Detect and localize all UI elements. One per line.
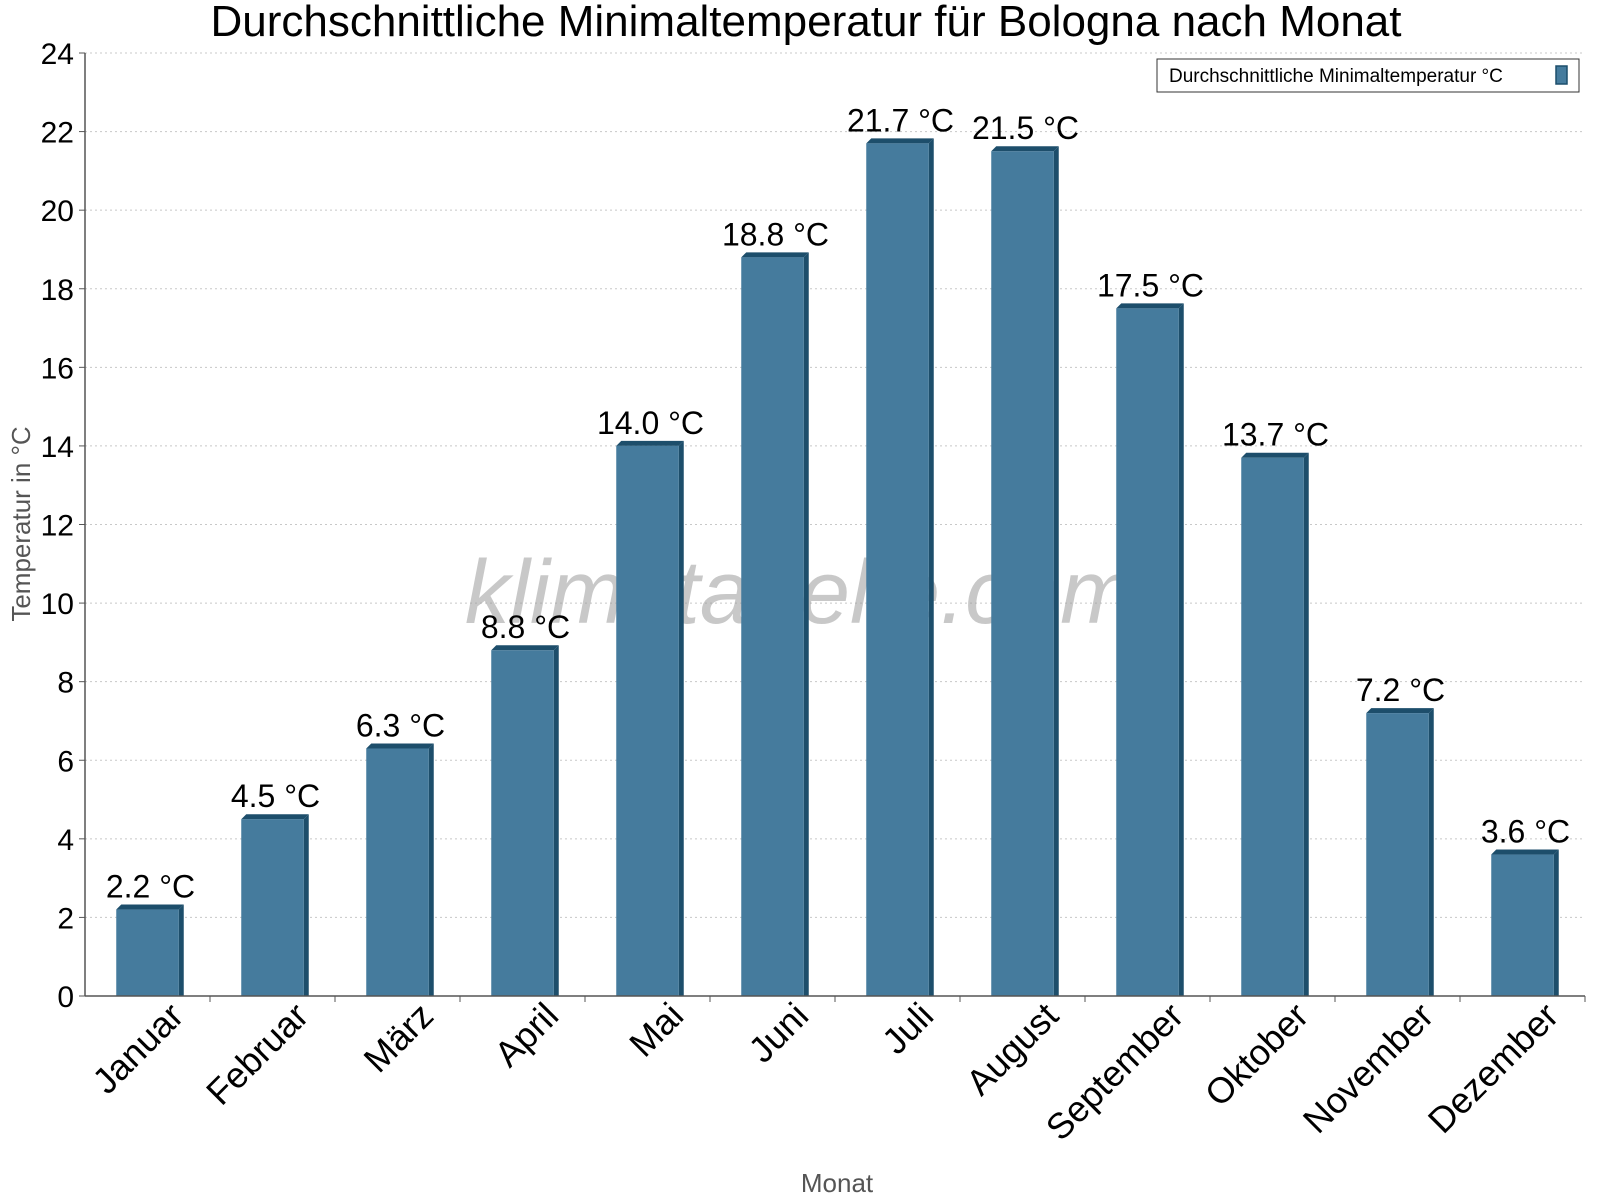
legend: Durchschnittliche Minimaltemperatur °C (1156, 58, 1580, 93)
bar-top (741, 252, 809, 258)
x-tick-label: Mai (621, 995, 691, 1065)
bar-side (1178, 303, 1184, 996)
data-label: 3.6 °C (1481, 814, 1570, 850)
y-tick-label: 12 (41, 510, 74, 543)
bar (866, 143, 929, 996)
data-label: 17.5 °C (1097, 267, 1204, 303)
bar-märz (366, 743, 434, 996)
bar-mai (616, 440, 684, 997)
bar-oktober (1241, 452, 1309, 996)
y-tick-label: 2 (57, 902, 74, 935)
bar-top (366, 743, 434, 749)
bar-dezember (1491, 849, 1559, 996)
legend-label: Durchschnittliche Minimaltemperatur °C (1169, 66, 1503, 87)
y-tick-label: 20 (41, 195, 74, 228)
y-tick-label: 22 (41, 117, 74, 150)
data-label: 14.0 °C (597, 405, 704, 441)
bar-side (678, 440, 684, 997)
y-tick-label: 24 (41, 38, 74, 71)
y-tick-label: 10 (41, 588, 74, 621)
bar (741, 257, 804, 997)
bar-top (491, 645, 559, 651)
bar-februar (241, 814, 309, 996)
bar (116, 909, 179, 996)
x-axis-title: Monat (801, 1168, 874, 1198)
bar (491, 650, 554, 996)
data-label: 6.3 °C (356, 707, 445, 743)
y-tick-label: 16 (41, 352, 74, 385)
y-axis-title: Temperatur in °C (6, 426, 36, 621)
data-label: 7.2 °C (1356, 672, 1445, 708)
data-label: 13.7 °C (1222, 417, 1329, 453)
bar-top (991, 146, 1059, 152)
bar (1366, 713, 1429, 996)
bar-november (1366, 708, 1434, 996)
y-tick-label: 18 (41, 274, 74, 307)
bar-juni (741, 252, 809, 997)
bar-juli (866, 138, 934, 996)
axes (84, 53, 1586, 1002)
bar (616, 445, 679, 997)
x-tick-label: September (1038, 995, 1192, 1149)
bar-top (616, 440, 684, 446)
y-tick-label: 14 (41, 431, 74, 464)
x-tick-label: Oktober (1197, 995, 1317, 1115)
chart-title: Durchschnittliche Minimaltemperatur für … (210, 0, 1401, 46)
data-label: 18.8 °C (722, 216, 829, 252)
bar-top (1491, 849, 1559, 855)
x-tick-label: Februar (198, 995, 316, 1113)
bar (1241, 457, 1304, 996)
bar (366, 748, 429, 996)
x-tick-label: April (486, 995, 566, 1075)
bar-side (428, 743, 434, 996)
x-tick-labels: Januar Februar März April Mai Juni Juli AugustS… (84, 995, 1566, 1149)
bar-side (1303, 452, 1309, 996)
x-tick-label: November (1295, 995, 1441, 1141)
bar-top (1241, 452, 1309, 458)
legend-box (1156, 58, 1580, 93)
data-label: 2.2 °C (106, 869, 195, 905)
bar-april (491, 645, 559, 996)
data-label: 21.7 °C (847, 102, 954, 138)
bar (1491, 854, 1554, 996)
data-label: 4.5 °C (231, 778, 320, 814)
y-tick-label: 4 (57, 824, 74, 857)
bar-side (553, 645, 559, 996)
bar (241, 819, 304, 996)
x-tick-label: August (958, 995, 1066, 1103)
bar-top (866, 138, 934, 144)
bar (1116, 308, 1179, 996)
x-tick-label: März (356, 995, 442, 1081)
bar-side (803, 252, 809, 997)
bar-top (1366, 708, 1434, 714)
bar (991, 151, 1054, 996)
x-tick-label: Juli (874, 995, 941, 1062)
data-labels: 2.2 °C 4.5 °C 6.3 °C 8.8 °C 14.0 °C 18.8 °C 21… (106, 102, 1570, 904)
bar-side (928, 138, 934, 996)
bar-top (1116, 303, 1184, 309)
data-label: 21.5 °C (972, 110, 1079, 146)
bar-side (178, 904, 184, 996)
x-tick-label: Dezember (1420, 995, 1566, 1141)
bar-top (116, 904, 184, 910)
bar-side (1428, 708, 1434, 996)
x-tick-label: Januar (84, 995, 191, 1102)
y-tick-label: 0 (57, 981, 74, 1014)
legend-swatch (1555, 65, 1568, 85)
y-tick-label: 6 (57, 745, 74, 778)
bars (116, 138, 1559, 997)
bar-side (303, 814, 309, 996)
bar-side (1553, 849, 1559, 996)
x-tick-label: Juni (740, 995, 816, 1071)
y-tick-label: 8 (57, 667, 74, 700)
bar-top (241, 814, 309, 820)
data-label: 8.8 °C (481, 609, 570, 645)
bar-august (991, 146, 1059, 996)
bar-side (1053, 146, 1059, 996)
bar-januar (116, 904, 184, 996)
grid-lines (79, 52, 1585, 997)
bar-september (1116, 303, 1184, 996)
